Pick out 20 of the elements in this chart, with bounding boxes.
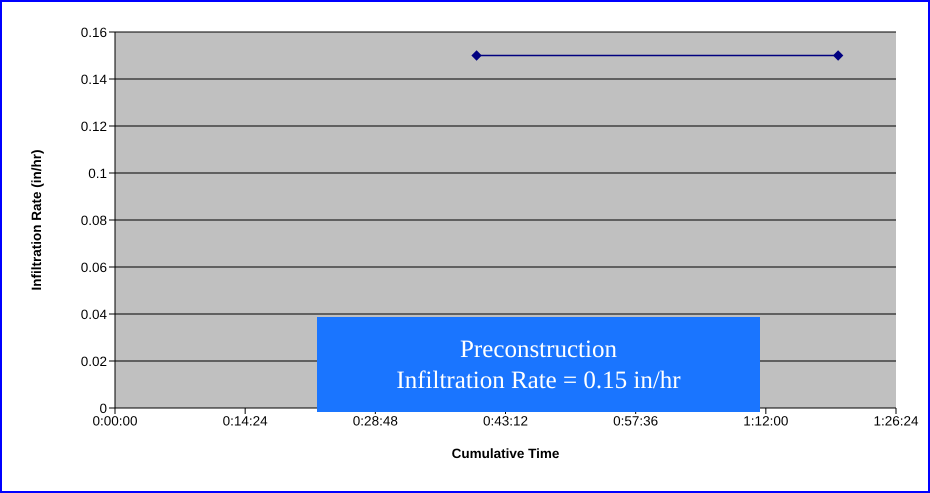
x-tick-label: 0:43:12 xyxy=(482,414,528,429)
y-tick-label: 0.1 xyxy=(88,166,107,181)
y-tick-label: 0 xyxy=(99,400,107,416)
x-tick-label: 1:26:24 xyxy=(873,414,920,429)
x-tick-label: 0:28:48 xyxy=(352,414,398,429)
y-tick-label: 0.12 xyxy=(80,118,107,134)
y-tick-label: 0.02 xyxy=(80,354,107,369)
y-tick-label: 0.16 xyxy=(80,24,107,40)
x-tick-label: 0:57:36 xyxy=(613,414,658,429)
y-tick-label: 0.08 xyxy=(80,212,107,228)
annotation: Preconstruction Infiltration Rate = 0.15 in/hr xyxy=(395,334,682,396)
text-box: Preconstruction Infiltration Rate = 0.15 in/hr xyxy=(317,317,760,412)
x-axis-title: Cumulative Time xyxy=(452,446,560,461)
x-tick-label: 0:14:24 xyxy=(222,414,268,429)
y-tick-label: 0.06 xyxy=(80,260,107,275)
x-tick-label: 0:00:00 xyxy=(92,414,138,429)
y-tick-label: 0.04 xyxy=(80,306,108,322)
x-tick-label: 1:12:00 xyxy=(743,414,788,429)
y-tick-label: 0.14 xyxy=(80,72,108,87)
y-axis-title: Infiltration Rate (in/hr) xyxy=(28,150,44,290)
